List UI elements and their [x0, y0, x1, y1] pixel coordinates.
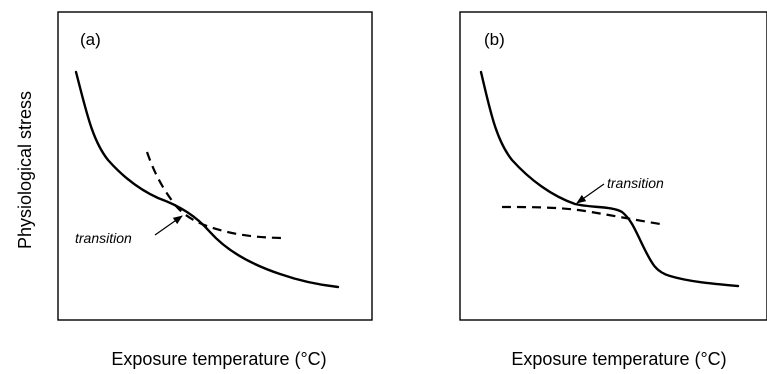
panel-b-solid-curve	[479, 70, 740, 288]
panel-b-dashed-curve	[501, 205, 661, 226]
panel-a-solid-curve	[74, 70, 340, 289]
y-axis-label: Physiological stress	[15, 91, 35, 249]
panel-b-label: (b)	[484, 30, 505, 49]
panel-a-frame	[57, 11, 373, 321]
panel-b-frame	[459, 11, 767, 321]
panel-b-transition-label: transition	[607, 175, 664, 191]
panel-a-transition-label: transition	[75, 230, 132, 246]
panel-b: (b) transition Exposure temperature (°C)	[459, 11, 767, 369]
panel-a-label: (a)	[80, 30, 101, 49]
panel-b-x-axis-label: Exposure temperature (°C)	[511, 349, 726, 369]
panel-b-transition-arrow	[576, 183, 605, 204]
panel-a-transition-arrow	[154, 215, 183, 236]
panel-a-x-axis-label: Exposure temperature (°C)	[111, 349, 326, 369]
panel-a: (a) transition Exposure temperature (°C)	[57, 11, 373, 369]
panel-a-dashed-curve	[145, 151, 287, 240]
